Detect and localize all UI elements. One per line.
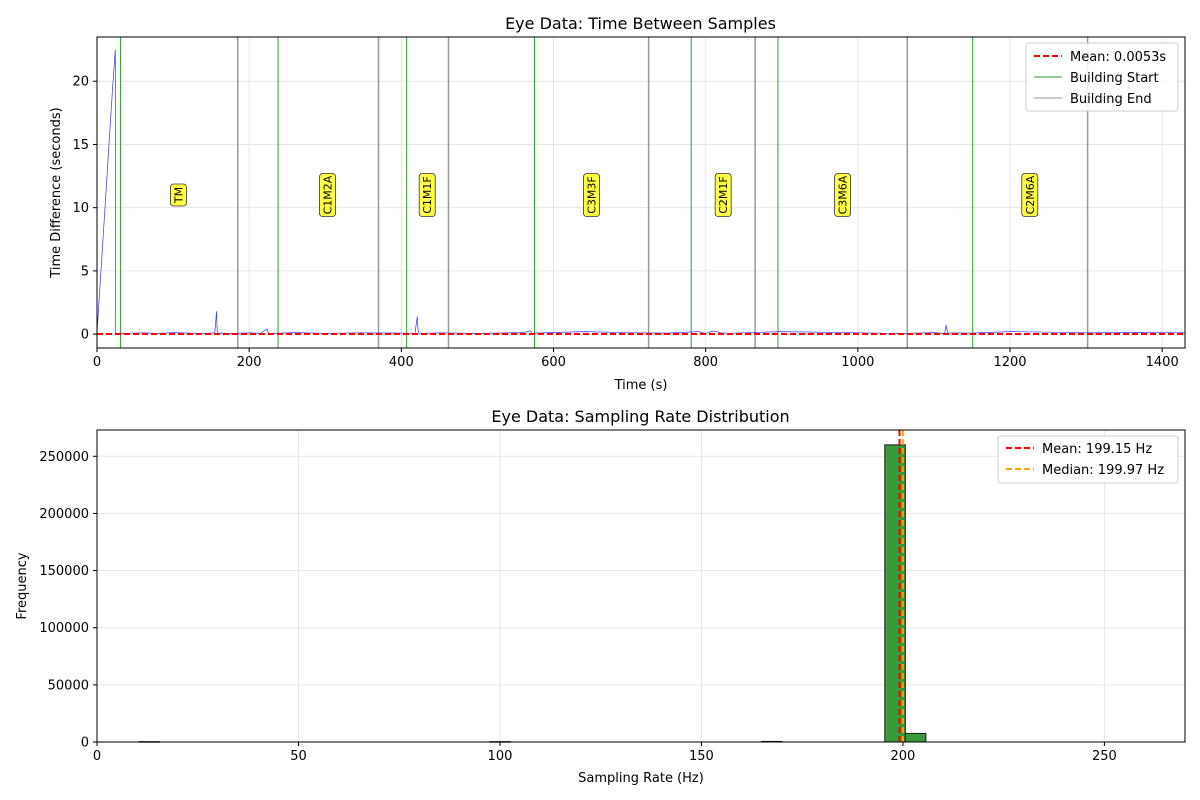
annotation-label: C1M1F bbox=[421, 176, 434, 214]
legend-median-label: Median: 199.97 Hz bbox=[1042, 463, 1164, 478]
y-tick-label: 250000 bbox=[39, 450, 89, 465]
annotation-label: TM bbox=[172, 187, 185, 204]
building-annotation: C3M3F bbox=[583, 173, 600, 217]
x-tick-label: 1400 bbox=[1146, 355, 1179, 370]
building-lines bbox=[120, 37, 1089, 348]
x-tick-label: 1200 bbox=[993, 355, 1026, 370]
annotation-box bbox=[714, 173, 732, 217]
y-tick-label: 20 bbox=[72, 75, 89, 90]
y-tick-label: 15 bbox=[72, 138, 89, 153]
y-tick-label: 200000 bbox=[39, 507, 89, 522]
y-tick-label: 0 bbox=[81, 736, 89, 751]
annotation-box bbox=[418, 173, 436, 217]
x-tick-label: 600 bbox=[541, 355, 566, 370]
x-tick-label: 150 bbox=[689, 749, 714, 764]
histogram-bar bbox=[904, 732, 927, 743]
chart-title: Eye Data: Time Between Samples bbox=[505, 14, 776, 33]
x-axis-label: Time (s) bbox=[614, 378, 668, 393]
annotation-label: C1M2A bbox=[322, 175, 335, 214]
x-tick-label: 200 bbox=[237, 355, 262, 370]
plot-frame bbox=[96, 36, 1186, 349]
legend-box bbox=[997, 435, 1179, 484]
x-axis-label: Sampling Rate (Hz) bbox=[578, 771, 704, 786]
building-annotation: TM bbox=[170, 183, 187, 207]
x-tick-label: 800 bbox=[693, 355, 718, 370]
annotation-box bbox=[834, 173, 852, 217]
building-annotations: TM C1M2A C1M1F C3M3F C2M1F C3M6A C2M6A bbox=[170, 173, 1039, 217]
axis-ticks: 0 50 100 150 200 250 0 50000 100000 150000 200000 2… bbox=[39, 450, 1116, 764]
building-annotation: C3M6A bbox=[834, 173, 852, 217]
chart-title: Eye Data: Sampling Rate Distribution bbox=[491, 407, 789, 426]
annotation-label: C3M6A bbox=[837, 175, 850, 214]
x-tick-label: 0 bbox=[93, 355, 101, 370]
y-tick-label: 150000 bbox=[39, 564, 89, 579]
x-tick-label: 200 bbox=[891, 749, 916, 764]
annotation-box bbox=[170, 183, 187, 207]
x-tick-label: 100 bbox=[488, 749, 513, 764]
legend: Mean: 199.15 Hz Median: 199.97 Hz bbox=[997, 435, 1179, 484]
x-tick-label: 0 bbox=[93, 749, 101, 764]
axis-ticks: 0 200 400 600 800 1000 1200 1400 0 5 10 15 20 bbox=[72, 75, 1178, 370]
sampling-rate-chart: Eye Data: Sampling Rate Distribution 0 50… bbox=[15, 407, 1186, 786]
y-tick-label: 0 bbox=[81, 328, 89, 343]
annotation-box bbox=[319, 173, 336, 217]
time-diff-chart: Eye Data: Time Between Samples TM C1M2A C1… bbox=[49, 14, 1186, 393]
legend-mean-label: Mean: 199.15 Hz bbox=[1042, 442, 1152, 457]
annotation-box bbox=[1021, 173, 1039, 217]
x-tick-label: 400 bbox=[389, 355, 414, 370]
legend-box bbox=[1025, 42, 1179, 112]
legend-building-end-label: Building End bbox=[1070, 92, 1152, 107]
building-annotation: C1M1F bbox=[418, 173, 436, 217]
annotation-label: C2M6A bbox=[1024, 175, 1037, 214]
legend: Mean: 0.0053s Building Start Building En… bbox=[1025, 42, 1179, 112]
annotation-label: C2M1F bbox=[717, 176, 730, 214]
y-axis-label: Frequency bbox=[15, 552, 30, 619]
building-annotation: C2M1F bbox=[714, 173, 732, 217]
x-tick-label: 50 bbox=[290, 749, 307, 764]
annotation-box bbox=[583, 173, 600, 217]
x-tick-label: 250 bbox=[1092, 749, 1117, 764]
annotation-label: C3M3F bbox=[586, 176, 599, 214]
legend-building-start-label: Building Start bbox=[1070, 71, 1159, 86]
x-tick-label: 1000 bbox=[841, 355, 874, 370]
y-tick-label: 5 bbox=[81, 264, 89, 279]
y-tick-label: 100000 bbox=[39, 621, 89, 636]
y-tick-label: 50000 bbox=[48, 678, 89, 693]
y-tick-label: 10 bbox=[72, 201, 89, 216]
building-annotation: C2M6A bbox=[1021, 173, 1039, 217]
plot-frame bbox=[96, 429, 1186, 743]
legend-mean-label: Mean: 0.0053s bbox=[1070, 50, 1166, 65]
building-annotation: C1M2A bbox=[319, 173, 336, 217]
y-axis-label: Time Difference (seconds) bbox=[49, 107, 64, 278]
